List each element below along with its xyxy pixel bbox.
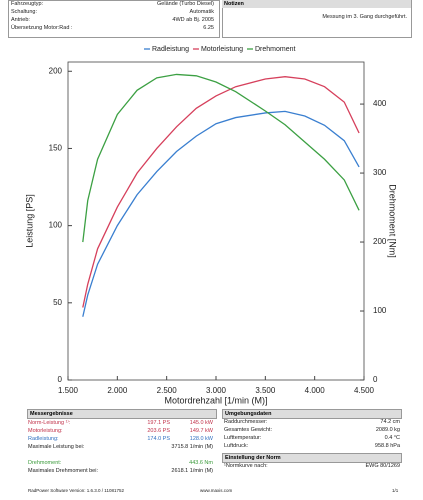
y2-tick-label: 400	[373, 99, 387, 108]
legend-label: Motorleistung	[201, 46, 243, 53]
x-tick-label: 1.500	[58, 386, 79, 395]
x-tick-label: 4.000	[305, 386, 326, 395]
result-label: Radleistung:	[28, 436, 59, 442]
y2-tick-label: 0	[373, 375, 378, 384]
vehicle-label: Übersetzung Motor:Rad :	[11, 25, 73, 31]
chart: 0 50 100 150 200 0 100 200 300 400 1.500 2.000 2.500…	[24, 46, 398, 406]
environment-label: Luftdruck:	[224, 443, 249, 449]
vehicle-label: Fahrzeugtyp:	[11, 1, 44, 7]
vehicle-box	[8, 0, 220, 38]
vehicle-value: Automatik	[189, 9, 214, 15]
environment-label: Lufttemperatur:	[224, 435, 262, 441]
result-value: 203.6 PS	[147, 428, 170, 434]
norm-label: ¹Normkurve nach:	[224, 463, 268, 469]
y-tick-label: 50	[53, 298, 62, 307]
footer-page: 1/1	[392, 488, 399, 493]
result-label: Maximales Drehmoment bei:	[28, 468, 98, 474]
y2-tick-label: 200	[373, 237, 387, 246]
y-tick-label: 200	[49, 66, 63, 75]
environment-value: 2089.0 kg	[375, 427, 400, 433]
x-axis-label: Motordrehzahl [1/min (M)]	[164, 395, 267, 405]
norm-value: EWG 80/1269	[365, 463, 400, 469]
y2-tick-label: 100	[373, 306, 387, 315]
vehicle-label: Schaltung:	[11, 9, 37, 15]
y-axis-label: Leistung [PS]	[24, 194, 34, 248]
y-tick-label: 0	[58, 375, 63, 384]
result-value: 145.0 kW	[189, 420, 213, 426]
plot-frame	[67, 61, 365, 381]
environment-value: 958.8 hPa	[374, 443, 400, 449]
series-line	[82, 73, 360, 243]
legend-label: Drehmoment	[255, 46, 296, 53]
y-tick-label: 100	[49, 221, 63, 230]
y-tick-label: 150	[49, 144, 63, 153]
x-tick-label: 2.000	[107, 386, 128, 395]
vehicle-value: 4WD ab Bj. 2005	[172, 17, 214, 23]
x-tick-label: 3.500	[255, 386, 276, 395]
result-value: 149.7 kW	[189, 428, 213, 434]
environment-value: 74.2 cm	[380, 419, 400, 425]
result-value: 3715.8 1/min (M)	[171, 444, 213, 450]
y2-tick-label: 300	[373, 168, 387, 177]
x-tick-label: 3.000	[206, 386, 227, 395]
result-value: 443.6 Nm	[189, 460, 213, 466]
result-label: Drehmoment:	[28, 460, 62, 466]
result-label: Norm-Leistung ¹⁾:	[28, 420, 71, 426]
result-value: 128.0 kW	[189, 436, 213, 442]
result-label: Motorleistung:	[28, 428, 63, 434]
series-line	[82, 110, 360, 317]
vehicle-label: Antrieb:	[11, 17, 30, 23]
notes-title: Notizen	[222, 0, 411, 8]
environment-label: Gesamtes Gewicht:	[224, 427, 272, 433]
norm-title: Einstellung der Norm	[222, 453, 402, 463]
series-line	[82, 76, 360, 308]
environment-value: 0.4 °C	[384, 435, 400, 441]
footer-software: RadPower Software Version: 1.6.3.0 / 110…	[28, 488, 124, 493]
result-value: 174.0 PS	[147, 436, 170, 442]
legend-label: Radleistung	[152, 46, 189, 53]
x-tick-label: 2.500	[157, 386, 178, 395]
result-label: Maximale Leistung bei:	[28, 444, 85, 450]
vehicle-value: 6.25	[203, 25, 214, 31]
result-value: 197.1 PS	[147, 420, 170, 426]
vehicle-value: Gelände (Turbo Diesel)	[157, 1, 214, 7]
result-value: 2618.1 1/min (M)	[171, 468, 213, 474]
results-title: Messergebnisse	[27, 409, 217, 419]
environment-label: Raddurchmesser:	[224, 419, 268, 425]
notes-text: Messung im 3. Gang durchgeführt.	[322, 14, 407, 20]
footer-url: www.maxis.com	[200, 488, 233, 493]
environment-title: Umgebungsdaten	[222, 409, 402, 419]
x-tick-label: 4.500	[354, 386, 375, 395]
y2-axis-label: Drehmoment [Nm]	[388, 184, 398, 258]
